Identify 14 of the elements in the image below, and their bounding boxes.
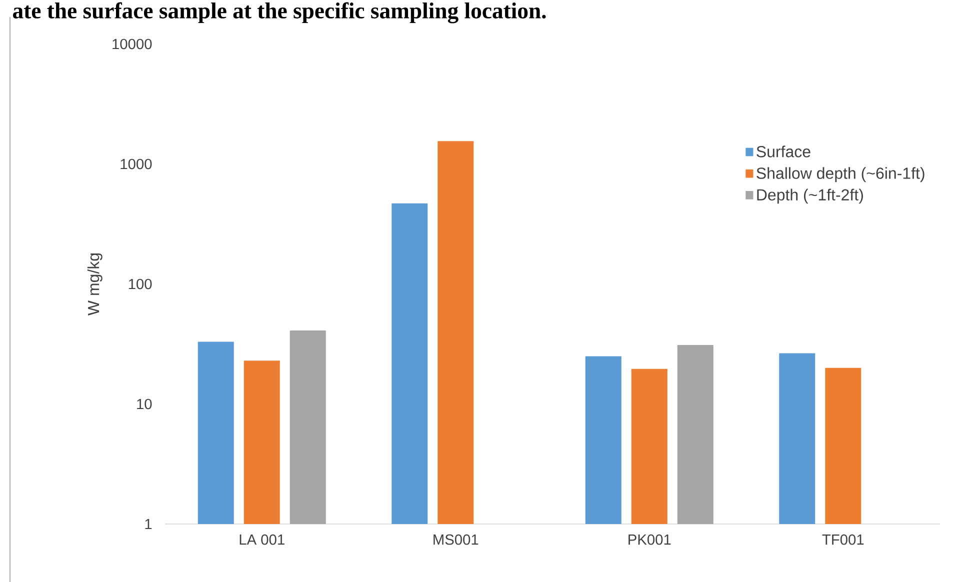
y-tick-label: 100 (128, 278, 152, 290)
x-tick-label: PK001 (628, 534, 671, 545)
y-tick-label: 10000 (112, 38, 152, 50)
x-tick-label: LA 001 (240, 534, 284, 545)
legend-label: Surface (756, 145, 810, 158)
x-tick-label: MS001 (434, 534, 478, 545)
y-tick-label: 1 (145, 518, 152, 529)
x-tick-label: TF001 (822, 534, 864, 545)
y-tick-label: 10 (137, 398, 152, 410)
legend-label: Depth (~1ft-2ft) (757, 188, 863, 204)
y-axis-title: W mg/kg (87, 253, 102, 316)
legend-label: Shallow depth (~6in-1ft) (756, 167, 924, 182)
chart-title: ate the surface sample at the specific sampling location. (13, 2, 546, 24)
y-tick-label: 1000 (120, 158, 152, 170)
